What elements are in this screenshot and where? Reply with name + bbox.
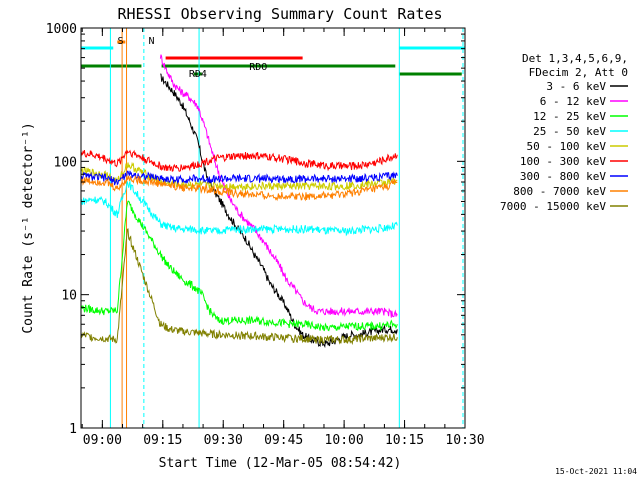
x-tick-label: 09:30 — [204, 433, 243, 448]
series-line-5 — [80, 149, 398, 172]
series-line-1 — [159, 54, 398, 318]
y-tick-label: 100 — [54, 155, 77, 170]
annotation-label: S — [117, 36, 123, 47]
series-line-2 — [80, 200, 398, 332]
annotation-label: RDO — [249, 62, 267, 73]
x-tick-label: 10:00 — [325, 433, 364, 448]
legend-entry-label: 6 - 12 keV — [540, 95, 607, 108]
y-axis-label: Count Rate (s⁻¹ detector⁻¹) — [21, 122, 36, 333]
legend-header: Det 1,3,4,5,6,9, — [522, 52, 628, 65]
timestamp-label: 15-Oct-2021 11:04 — [555, 467, 637, 476]
legend-entry-label: 800 - 7000 keV — [513, 185, 606, 198]
series-line-0 — [160, 73, 398, 349]
x-tick-label: 09:15 — [143, 433, 182, 448]
series-line-8 — [80, 228, 398, 346]
y-tick-label: 10 — [61, 289, 77, 304]
series-line-7 — [80, 174, 398, 202]
legend-entry-label: 7000 - 15000 keV — [500, 200, 606, 213]
x-tick-label: 10:30 — [445, 433, 484, 448]
x-tick-label: 09:45 — [264, 433, 303, 448]
axes-layer: 09:00 09:15 09:30 09:45 10:00 10:15 10:30 1 10 10… — [46, 22, 485, 448]
legend-header: FDecim 2, Att 0 — [529, 66, 628, 79]
y-tick-label: 1 — [69, 422, 77, 437]
annotation-label: N — [148, 36, 154, 47]
annotations-layer: S N RD4 RDO — [81, 28, 465, 428]
plot-frame — [80, 27, 466, 429]
legend-entry-label: 100 - 300 keV — [520, 155, 606, 168]
y-tick-label: 1000 — [46, 22, 77, 37]
legend-entry-label: 50 - 100 keV — [527, 140, 607, 153]
series-line-4 — [80, 161, 398, 193]
legend: Det 1,3,4,5,6,9,FDecim 2, Att 03 - 6 keV… — [500, 52, 628, 213]
legend-entry-label: 3 - 6 keV — [546, 80, 606, 93]
x-axis-label: Start Time (12-Mar-05 08:54:42) — [159, 456, 402, 471]
series-line-6 — [80, 170, 398, 186]
chart-title: RHESSI Observing Summary Count Rates — [117, 5, 442, 23]
legend-entry-label: 25 - 50 keV — [533, 125, 606, 138]
series-line-3 — [80, 179, 398, 237]
x-tick-label: 10:15 — [385, 433, 424, 448]
legend-entry-label: 12 - 25 keV — [533, 110, 606, 123]
series-layer — [80, 54, 398, 349]
legend-entry-label: 300 - 800 keV — [520, 170, 606, 183]
annotation-label: RD4 — [189, 69, 207, 80]
x-tick-label: 09:00 — [83, 433, 122, 448]
